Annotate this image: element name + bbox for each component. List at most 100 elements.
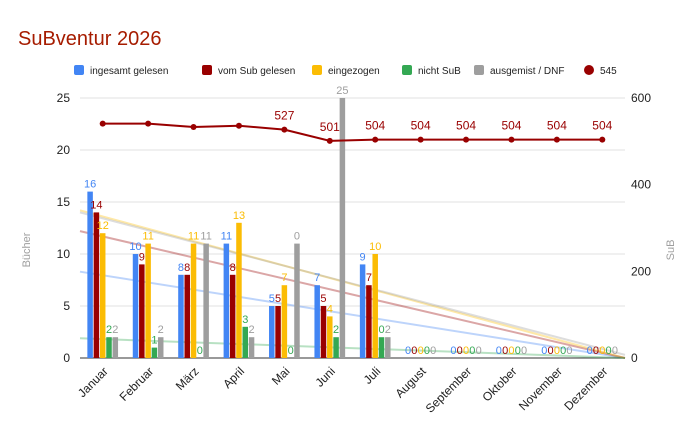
bar <box>203 243 209 358</box>
bar-data-label: 11 <box>188 231 199 243</box>
y-axis-right-label: SuB <box>665 240 677 261</box>
bar-data-label: 8 <box>178 262 184 274</box>
x-tick-label: Juli <box>361 364 384 387</box>
bar-data-label: 0 <box>560 345 566 357</box>
y-tick-label: 0 <box>63 351 70 365</box>
bar-data-label: 5 <box>269 293 275 305</box>
bar-data-label: 0 <box>548 345 554 357</box>
bar-data-label: 0 <box>541 345 547 357</box>
bar <box>359 264 366 358</box>
legend-label: 545 <box>600 66 617 77</box>
legend-label: vom Sub gelesen <box>218 66 295 77</box>
bar <box>132 254 139 358</box>
trendline <box>79 230 626 359</box>
bar-data-label: 0 <box>405 345 411 357</box>
sub-line-label: 504 <box>365 119 385 133</box>
bar <box>378 337 385 358</box>
bar <box>320 306 327 358</box>
y-tick-label: 20 <box>57 143 71 157</box>
bars <box>87 98 391 358</box>
y-tick-label: 15 <box>57 195 71 209</box>
bar <box>294 243 300 358</box>
bar <box>157 337 164 358</box>
bar-data-label: 8 <box>184 262 190 274</box>
sub-line-point <box>553 136 560 143</box>
bar-data-label: 0 <box>606 345 612 357</box>
bar-data-label: 0 <box>515 345 521 357</box>
bar <box>236 222 242 358</box>
bar <box>139 264 145 358</box>
legend-swatch <box>474 65 484 75</box>
bar-data-label: 0 <box>294 231 300 243</box>
y-tick-label: 5 <box>63 299 70 313</box>
bar-data-label: 10 <box>129 241 141 253</box>
bar <box>190 243 197 358</box>
bar-data-label: 0 <box>430 345 436 357</box>
bar-data-label: 11 <box>221 231 232 243</box>
sub-line-point <box>235 122 242 129</box>
bar-data-label: 7 <box>281 272 287 284</box>
bar-data-label: 5 <box>320 293 326 305</box>
legend-item: eingezogen <box>312 65 380 77</box>
legend-swatch <box>402 65 412 75</box>
sub-line-point <box>508 136 515 143</box>
bar <box>281 285 288 358</box>
sub-line: 527 501 504 504 504 504 504 504 <box>99 109 613 144</box>
sub-line-label: 504 <box>547 119 567 133</box>
x-tick-label: Februar <box>117 364 157 404</box>
bar-data-label: 5 <box>275 293 281 305</box>
bar-data-label: 25 <box>336 85 348 97</box>
x-tick-label: Juni <box>312 364 337 389</box>
legend: ingesamt gelesen vom Sub gelesen eingezoge… <box>74 65 617 77</box>
bar-data-label: 0 <box>599 345 605 357</box>
bar-data-label: 11 <box>200 231 211 243</box>
y-axis-left-ticks: 0 5 10 15 20 25 <box>57 91 71 365</box>
bar-data-label: 0 <box>593 345 599 357</box>
legend-item: ausgemist / DNF <box>474 65 564 77</box>
sub-line-point <box>145 120 152 127</box>
x-tick-label: August <box>392 364 429 401</box>
bar-data-label: 2 <box>106 324 112 336</box>
bar-data-label: 0 <box>424 345 430 357</box>
y-axis-right-ticks: 0 200 400 600 <box>631 91 651 365</box>
legend-item: ingesamt gelesen <box>74 65 168 77</box>
legend-label: eingezogen <box>328 66 380 77</box>
bar-data-label: 0 <box>587 345 593 357</box>
bar <box>248 337 255 358</box>
bar-data-label: 12 <box>97 220 109 232</box>
bar <box>269 306 275 358</box>
bar <box>314 285 320 358</box>
bar-data-label: 0 <box>197 345 203 357</box>
bar-data-label: 2 <box>333 324 339 336</box>
bar-data-label: 0 <box>566 345 572 357</box>
y2-tick-label: 400 <box>631 178 651 192</box>
y2-tick-label: 600 <box>631 91 651 105</box>
bar <box>151 347 158 358</box>
bar-data-label: 3 <box>242 314 248 326</box>
bar-data-label: 0 <box>457 345 463 357</box>
bar-data-label: 0 <box>508 345 514 357</box>
bar-data-label: 2 <box>385 324 391 336</box>
x-tick-label: April <box>220 364 247 391</box>
legend-label: nicht SuB <box>418 66 461 77</box>
bar-data-label: 0 <box>411 345 417 357</box>
bar-data-label: 0 <box>476 345 482 357</box>
y2-tick-label: 200 <box>631 264 651 278</box>
legend-swatch <box>584 65 594 75</box>
bar-data-label: 14 <box>90 199 102 211</box>
sub-line-point <box>463 136 470 143</box>
bar <box>333 337 339 358</box>
bar-data-label: 9 <box>360 251 366 263</box>
trendline <box>79 211 626 356</box>
bar-data-label: 0 <box>469 345 475 357</box>
bar-data-label: 4 <box>327 303 333 315</box>
bar <box>223 243 230 358</box>
legend-label: ingesamt gelesen <box>90 66 168 77</box>
sub-line-point <box>190 124 197 131</box>
y-tick-label: 10 <box>57 247 71 261</box>
sub-line-point <box>99 120 106 127</box>
bar-data-label: 0 <box>521 345 527 357</box>
bar-data-label: 10 <box>369 241 381 253</box>
